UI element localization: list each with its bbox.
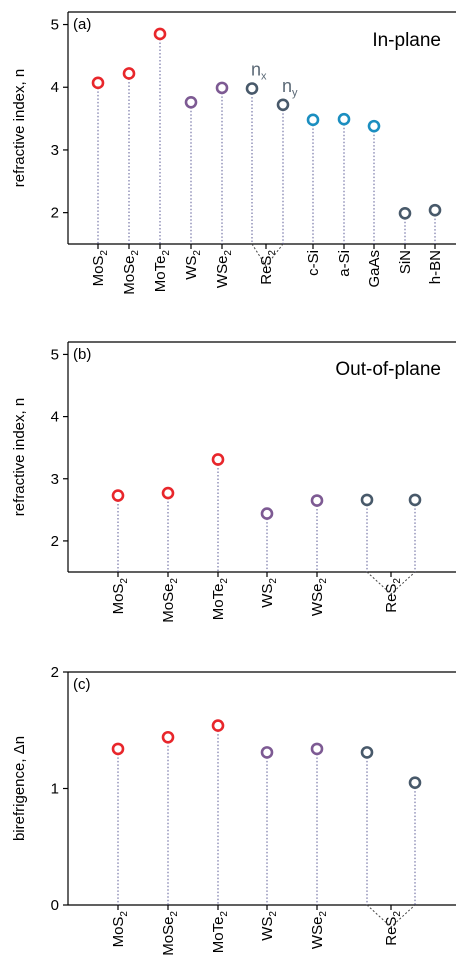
res2-bracket bbox=[251, 243, 284, 267]
marker-mos2-0 bbox=[111, 742, 125, 756]
marker-mos2-0 bbox=[91, 76, 105, 90]
marker-wse2-4 bbox=[310, 494, 324, 507]
tick-label-0: MoS2 bbox=[110, 911, 130, 948]
marker-res2-6 bbox=[276, 98, 290, 112]
marker-res2-5 bbox=[245, 82, 259, 95]
tick-label-5: ReS2 bbox=[383, 578, 403, 613]
y-axis-label: refractive index, n bbox=[11, 398, 28, 516]
marker-ws2-3 bbox=[184, 95, 198, 109]
annotation-nx: nx bbox=[251, 59, 267, 82]
marker-c-si-7 bbox=[306, 113, 320, 127]
panel-3: 0 1 2 birefrigence, Δn (c) MoS2 MoSe2 MoTe2 WS2 W… bbox=[11, 664, 456, 956]
y-tick-label: 4 bbox=[51, 79, 59, 96]
res2-bracket bbox=[366, 571, 416, 595]
marker-mos2-0 bbox=[111, 489, 125, 502]
marker-mote2-2 bbox=[211, 453, 225, 466]
marker-res2-6 bbox=[408, 493, 422, 507]
marker-mose2-1 bbox=[161, 730, 175, 744]
tick-label-1: MoSe2 bbox=[121, 250, 141, 295]
y-tick-label: 4 bbox=[51, 409, 59, 426]
marker-res2-6 bbox=[408, 776, 422, 789]
y-axis-label: birefrigence, Δn bbox=[11, 736, 28, 841]
y-tick-label: 1 bbox=[51, 781, 59, 798]
panel-title: In-plane bbox=[372, 30, 441, 51]
tick-label-4: WSe2 bbox=[309, 578, 329, 617]
tick-label-2: MoTe2 bbox=[152, 250, 172, 293]
marker-sin-10 bbox=[398, 206, 412, 220]
tick-label-10: h-BN bbox=[427, 250, 444, 284]
tick-label-6: c-Si bbox=[305, 250, 322, 276]
marker-mote2-2 bbox=[211, 719, 225, 732]
marker-res2-5 bbox=[360, 746, 374, 759]
tick-label-1: MoSe2 bbox=[160, 911, 180, 956]
marker-res2-5 bbox=[360, 493, 374, 507]
y-tick-label: 3 bbox=[51, 142, 59, 159]
tick-label-0: MoS2 bbox=[110, 578, 130, 615]
tick-label-2: MoTe2 bbox=[210, 911, 230, 954]
marker-wse2-4 bbox=[215, 81, 229, 95]
y-tick-label: 3 bbox=[51, 471, 59, 488]
panel-2: 2 3 4 5 refractive index, n (b) Out-of-plane Mo… bbox=[11, 341, 456, 623]
tick-label-7: a-Si bbox=[336, 250, 353, 277]
y-tick-label: 0 bbox=[51, 897, 59, 914]
tick-label-4: WSe2 bbox=[214, 250, 234, 289]
marker-gaas-9 bbox=[367, 119, 381, 133]
tick-label-3: WS2 bbox=[259, 578, 279, 608]
res2-bracket bbox=[366, 904, 416, 928]
marker-mose2-1 bbox=[161, 486, 175, 500]
tick-label-0: MoS2 bbox=[90, 250, 110, 287]
y-tick-label: 2 bbox=[51, 533, 59, 550]
panel-tag: (a) bbox=[73, 16, 91, 33]
y-tick-label: 5 bbox=[51, 17, 59, 34]
panel-tag: (b) bbox=[73, 346, 91, 363]
tick-label-1: MoSe2 bbox=[160, 578, 180, 623]
marker-wse2-4 bbox=[310, 742, 324, 756]
tick-label-3: WS2 bbox=[183, 250, 203, 280]
annotation-ny: ny bbox=[282, 76, 298, 99]
marker-ws2-3 bbox=[260, 746, 274, 759]
tick-label-9: SiN bbox=[397, 250, 414, 274]
marker-mote2-2 bbox=[153, 27, 167, 41]
tick-label-5: ReS2 bbox=[383, 911, 403, 946]
tick-label-3: WS2 bbox=[259, 911, 279, 941]
y-tick-label: 5 bbox=[51, 346, 59, 363]
marker-h-bn-11 bbox=[428, 203, 442, 217]
marker-a-si-8 bbox=[337, 112, 351, 126]
y-tick-label: 2 bbox=[51, 205, 59, 222]
marker-mose2-1 bbox=[122, 67, 136, 80]
tick-label-4: WSe2 bbox=[309, 911, 329, 950]
panel-tag: (c) bbox=[73, 676, 91, 693]
tick-label-8: GaAs bbox=[366, 250, 383, 288]
tick-label-5: ReS2 bbox=[258, 250, 278, 285]
y-tick-label: 2 bbox=[51, 664, 59, 681]
panel-title: Out-of-plane bbox=[335, 359, 441, 380]
marker-ws2-3 bbox=[260, 507, 274, 520]
y-axis-label: refractive index, n bbox=[11, 69, 28, 187]
panel-1: 2 3 4 5 refractive index, n (a) In-plane MoS2 Mo… bbox=[11, 11, 456, 295]
tick-label-2: MoTe2 bbox=[210, 578, 230, 621]
